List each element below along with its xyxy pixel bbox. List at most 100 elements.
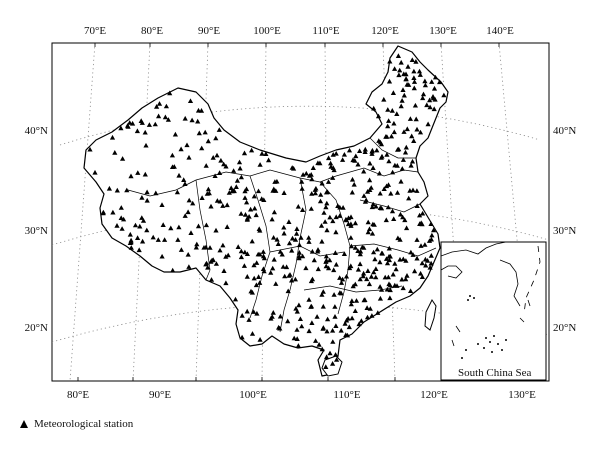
station-marker [343,332,349,337]
station-marker [279,251,285,257]
station-marker [195,118,201,124]
station-marker [422,242,428,247]
station-marker [340,276,346,282]
station-marker [239,313,245,318]
station-marker [342,321,348,326]
station-marker [386,158,392,164]
station-marker [337,213,343,218]
station-marker [143,142,149,148]
station-marker [238,211,244,216]
top-lon-label: 120°E [371,25,399,37]
bottom-lon-label: 120°E [420,389,448,401]
station-marker [367,160,373,166]
station-marker [251,309,257,314]
station-marker [139,120,145,125]
station-marker [276,324,282,330]
station-marker [330,361,336,366]
station-marker [137,223,143,229]
station-marker [330,328,336,333]
station-marker [383,134,389,139]
station-marker [253,212,259,218]
station-marker [350,157,356,163]
station-marker [385,182,392,187]
station-marker [317,198,324,204]
station-marker [156,101,163,106]
station-marker [243,186,250,192]
station-marker [308,304,314,309]
station-marker [371,249,377,255]
station-marker [217,198,223,204]
station-marker [408,249,414,255]
station-marker [224,202,230,208]
station-marker [221,161,227,167]
station-marker [312,190,318,196]
station-marker [106,185,112,191]
station-marker [207,245,213,250]
station-marker [338,280,345,285]
station-marker [428,260,434,266]
station-marker [397,256,403,262]
station-marker [330,165,336,170]
station-marker [376,170,383,176]
station-marker [119,226,125,231]
station-marker [428,236,434,242]
station-marker [300,207,306,212]
station-marker [269,216,275,222]
inset-coastline [499,259,521,307]
station-marker [420,95,426,101]
station-marker [296,253,302,259]
station-marker [238,248,244,254]
station-marker [397,237,403,242]
right-lat-label: 30°N [553,225,576,237]
station-marker [424,102,430,108]
station-marker [371,105,377,111]
station-marker [366,281,372,287]
station-marker [406,195,412,201]
station-marker [369,147,375,153]
station-marker [239,334,245,340]
station-marker [218,157,224,163]
station-marker [244,274,250,279]
station-marker [236,159,243,165]
station-marker [273,281,279,286]
station-marker [351,181,357,187]
station-marker [315,160,321,166]
station-marker [400,214,406,220]
station-marker [186,264,192,269]
station-marker [395,235,401,241]
station-marker [296,302,302,308]
station-marker [428,221,434,226]
station-marker [402,149,409,155]
station-marker [348,214,354,220]
station-marker [319,238,325,244]
station-marker [375,113,382,119]
station-marker [186,154,192,160]
station-marker [374,147,380,153]
station-marker [281,230,287,236]
station-marker [388,133,395,139]
station-marker [204,191,210,196]
right-lat-label: 20°N [553,322,576,334]
station-marker [178,146,184,152]
station-marker [125,123,131,128]
station-marker [399,98,405,103]
station-marker [404,126,410,132]
station-marker [332,304,338,309]
station-marker [261,255,267,261]
station-marker [289,277,295,283]
station-marker [389,208,396,214]
station-marker [427,264,433,270]
station-marker [330,339,336,344]
station-marker [154,104,160,109]
inset-coastline [440,265,463,279]
station-marker [379,250,385,256]
station-marker [282,273,288,279]
station-marker [417,129,424,135]
station-marker [325,316,331,322]
station-marker [254,260,260,265]
station-marker [110,209,116,215]
station-marker [318,223,325,228]
station-marker [128,237,134,243]
station-marker [189,117,195,123]
station-marker [396,146,402,152]
